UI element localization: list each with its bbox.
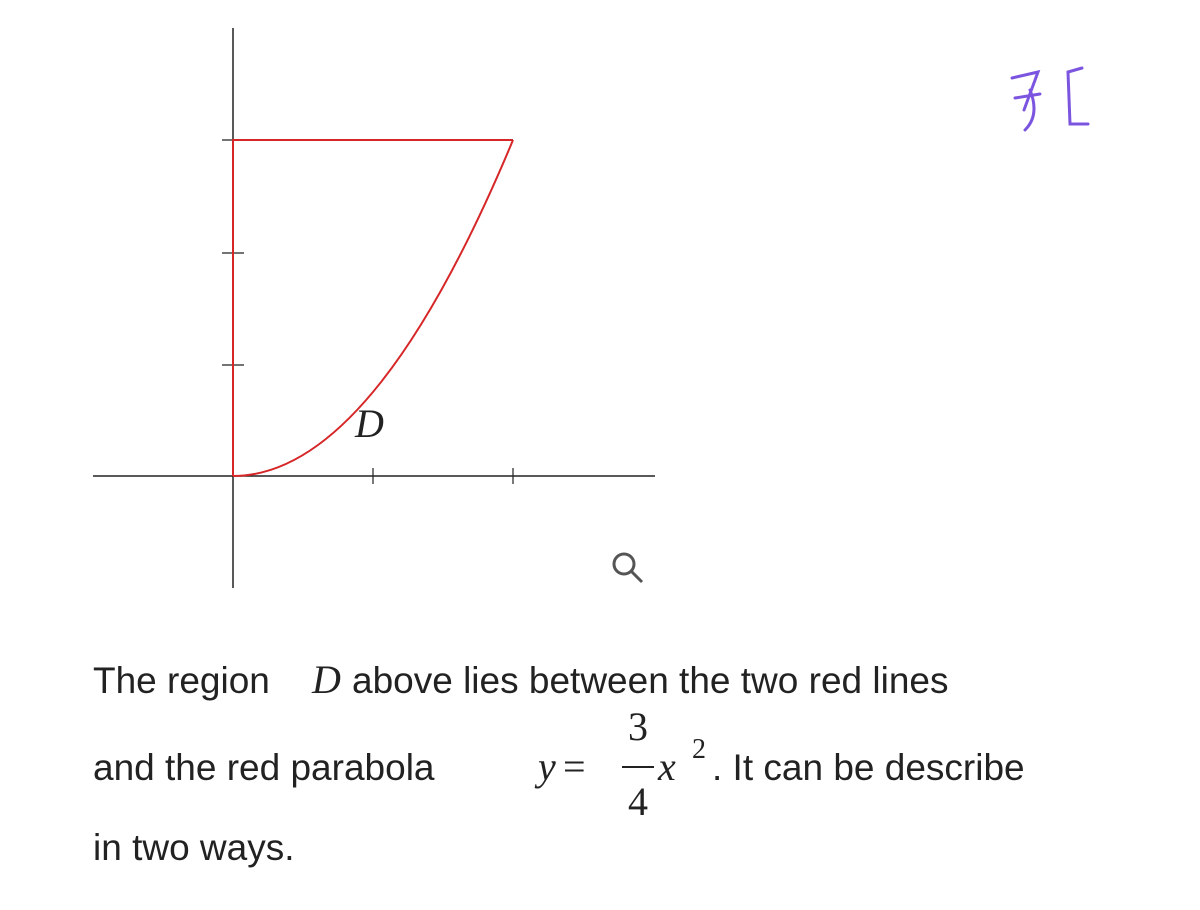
text: above lies between the two red lines xyxy=(352,660,948,701)
red-lines xyxy=(232,139,513,476)
text: . It can be describe xyxy=(712,747,1025,788)
handwritten-note xyxy=(1066,66,1090,126)
text: and the red parabola xyxy=(93,747,435,788)
exponent: 2 xyxy=(692,734,706,765)
red-parabola xyxy=(232,139,514,477)
math-symbol: = xyxy=(563,744,586,789)
math-symbol: D xyxy=(311,657,341,702)
math-symbol: x xyxy=(657,744,676,789)
figure: D xyxy=(93,28,1090,588)
region-label: D xyxy=(354,401,384,446)
math-symbol: y xyxy=(534,744,556,789)
denominator: 4 xyxy=(628,779,648,824)
handwritten-note xyxy=(1010,69,1042,132)
zoom-icon[interactable] xyxy=(612,552,644,584)
text: The region xyxy=(93,660,270,701)
numerator: 3 xyxy=(628,704,648,749)
text: in two ways. xyxy=(93,827,295,868)
paragraph: The region D above lies between the two … xyxy=(93,657,1025,868)
